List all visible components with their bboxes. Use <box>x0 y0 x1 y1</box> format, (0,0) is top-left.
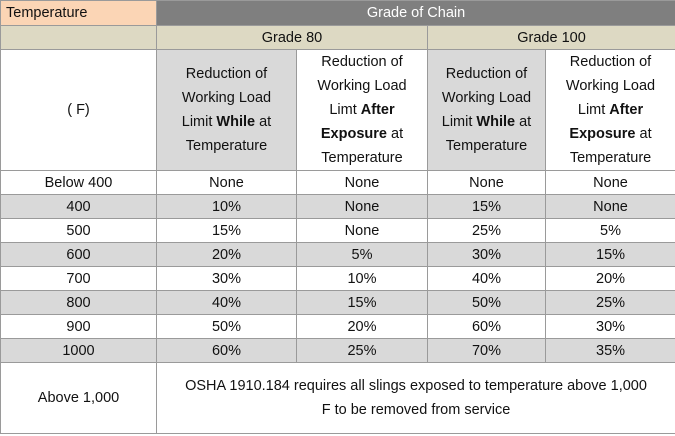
g80-after-cell: 25% <box>296 338 428 363</box>
g100-after-cell: 20% <box>544 266 675 291</box>
g80-while-header: Reduction of Working Load Limit While at… <box>156 49 297 171</box>
unit-label: ( F) <box>0 49 157 171</box>
temp-cell: 700 <box>0 266 157 291</box>
temperature-header: Temperature <box>0 0 157 26</box>
footer-temp-cell: Above 1,000 <box>0 362 157 434</box>
g100-after-cell: 30% <box>544 314 675 339</box>
table-row: 800 40% 15% 50% 25% <box>0 290 675 315</box>
g100-while-cell: 30% <box>427 242 546 267</box>
g100-while-cell: 25% <box>427 218 546 243</box>
g80-while-cell: 15% <box>156 218 297 243</box>
temp-cell: 800 <box>0 290 157 315</box>
table-row: Below 400 None None None None <box>0 170 675 195</box>
title-row: Temperature Grade of Chain <box>0 0 675 26</box>
osha-note-line-1: OSHA 1910.184 requires all slings expose… <box>185 378 647 394</box>
table-row: 900 50% 20% 60% 30% <box>0 314 675 339</box>
temp-cell: 400 <box>0 194 157 219</box>
subheader-row: ( F) Reduction of Working Load Limit Whi… <box>0 49 675 171</box>
g100-while-cell: 15% <box>427 194 546 219</box>
g80-after-header: Reduction of Working Load Limt After Exp… <box>296 49 428 171</box>
table-row: 700 30% 10% 40% 20% <box>0 266 675 291</box>
grade-of-chain-header: Grade of Chain <box>155 0 675 26</box>
g100-while-cell: 70% <box>427 338 546 363</box>
temp-cell: 600 <box>0 242 157 267</box>
g100-after-header: Reduction of Working Load Limt After Exp… <box>544 49 675 171</box>
temp-cell: 1000 <box>0 338 157 363</box>
table-row: 400 10% None 15% None <box>0 194 675 219</box>
g80-while-cell: 20% <box>156 242 297 267</box>
grade-80-header: Grade 80 <box>156 25 428 50</box>
g80-after-cell: 10% <box>296 266 428 291</box>
g80-while-cell: 60% <box>156 338 297 363</box>
g80-while-cell: None <box>156 170 297 195</box>
g80-after-cell: None <box>296 194 428 219</box>
g100-while-cell: 50% <box>427 290 546 315</box>
g80-after-cell: None <box>296 218 428 243</box>
g100-after-cell: 25% <box>544 290 675 315</box>
g100-while-cell: 40% <box>427 266 546 291</box>
grade-row-spacer <box>0 25 157 50</box>
temp-cell: 900 <box>0 314 157 339</box>
g100-while-header: Reduction of Working Load Limit While at… <box>427 49 546 171</box>
footer-row: Above 1,000 OSHA 1910.184 requires all s… <box>0 362 675 434</box>
g80-while-cell: 50% <box>156 314 297 339</box>
g80-after-cell: 20% <box>296 314 428 339</box>
table-row: 500 15% None 25% 5% <box>0 218 675 243</box>
g100-after-cell: None <box>544 194 675 219</box>
temp-cell: Below 400 <box>0 170 157 195</box>
g100-after-cell: None <box>544 170 675 195</box>
grade-row: Grade 80 Grade 100 <box>0 25 675 50</box>
g100-after-cell: 5% <box>544 218 675 243</box>
g100-after-cell: 35% <box>544 338 675 363</box>
g80-while-cell: 30% <box>156 266 297 291</box>
g80-after-cell: 5% <box>296 242 428 267</box>
g100-while-cell: None <box>427 170 546 195</box>
g100-while-cell: 60% <box>427 314 546 339</box>
g80-after-cell: 15% <box>296 290 428 315</box>
osha-note: OSHA 1910.184 requires all slings expose… <box>155 362 675 434</box>
g80-while-cell: 10% <box>156 194 297 219</box>
g80-after-cell: None <box>296 170 428 195</box>
table-row: 1000 60% 25% 70% 35% <box>0 338 675 363</box>
temp-cell: 500 <box>0 218 157 243</box>
grade-100-header: Grade 100 <box>426 25 675 50</box>
osha-note-line-2: F to be removed from service <box>321 402 511 418</box>
table-row: 600 20% 5% 30% 15% <box>0 242 675 267</box>
g100-after-cell: 15% <box>544 242 675 267</box>
g80-while-cell: 40% <box>156 290 297 315</box>
